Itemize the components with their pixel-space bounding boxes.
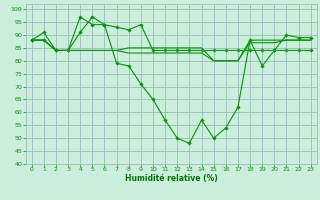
X-axis label: Humidité relative (%): Humidité relative (%) <box>125 174 218 183</box>
